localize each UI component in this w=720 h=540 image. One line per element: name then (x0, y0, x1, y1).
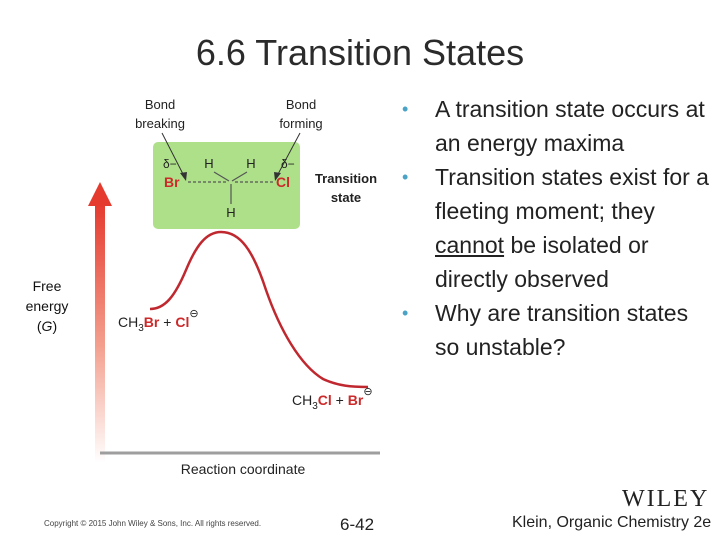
reactant-formula-a: CH (118, 314, 138, 330)
copyright-notice: Copyright © 2015 John Wiley & Sons, Inc.… (44, 519, 262, 528)
y-axis-label-line2: energy (25, 298, 69, 314)
publisher-logo: WILEY (622, 486, 710, 512)
bond-breaking-arrowhead (180, 172, 187, 181)
ts-cl-atom: Cl (276, 174, 290, 190)
bullet-dot-icon: • (402, 99, 409, 119)
x-axis-label: Reaction coordinate (181, 461, 306, 477)
bullet-text-tail: be isolated or directly observed (435, 232, 649, 292)
transition-state-label-2: state (331, 190, 361, 205)
ts-h-bottom: H (226, 205, 235, 220)
product-formula-b: Cl (318, 392, 332, 408)
product-ion: Br (348, 392, 364, 408)
slide-title: 6.6 Transition States (195, 32, 525, 73)
y-axis-label-line3: (G) (36, 318, 58, 334)
transition-state-label-1: Transition (315, 171, 377, 186)
reactant-ion: Cl (175, 314, 189, 330)
delta-minus-left: δ− (163, 157, 177, 171)
bond-forming-label-2: forming (279, 116, 322, 131)
bullet-text: Why are transition states so unstable? (435, 300, 689, 360)
bullet-underlined-word: cannot (435, 232, 505, 258)
bullet-dot-icon: • (402, 167, 409, 187)
product-plus: + (332, 392, 348, 408)
bullet-dot-icon: • (402, 303, 409, 323)
ts-h-left: H (204, 156, 213, 171)
y-axis-symbol: G (41, 318, 53, 334)
product-charge: ⊖ (363, 386, 372, 398)
product-formula-a: CH (292, 392, 312, 408)
bullet-text: A transition state occurs at an energy m… (435, 96, 705, 156)
bullet-item: • Why are transition states so unstable? (400, 296, 718, 364)
bullet-item: • A transition state occurs at an energy … (400, 92, 718, 160)
ts-bond-h-left (213, 171, 230, 182)
y-axis-arrow-head (88, 182, 112, 206)
bond-forming-arrowhead (274, 172, 281, 181)
bond-forming-arrow (276, 132, 301, 177)
bullet-text: Transition states exist for a fleeting m… (435, 164, 709, 224)
ts-bond-h-right (231, 171, 248, 182)
reactants-label: CH3Br + Cl⊖ (118, 308, 199, 334)
bond-breaking-label-2: breaking (135, 116, 185, 131)
page-number: 6-42 (340, 515, 375, 534)
book-citation: Klein, Organic Chemistry 2e (512, 514, 712, 531)
ts-br-atom: Br (164, 174, 180, 190)
y-axis-label-line1: Free (32, 278, 62, 294)
reactant-formula-sub: 3 (138, 323, 144, 334)
bullet-item: • Transition states exist for a fleeting … (400, 160, 718, 296)
y-axis-label: Free energy (G) (14, 276, 80, 336)
delta-minus-right: δ− (281, 157, 295, 171)
bond-breaking-label-1: Bond (145, 97, 175, 112)
reactant-formula-b: Br (144, 314, 160, 330)
transition-state-box (153, 142, 300, 229)
product-formula-sub: 3 (312, 401, 318, 412)
reactant-plus: + (159, 314, 175, 330)
bullet-list: • A transition state occurs at an energy … (400, 92, 718, 364)
ts-h-right: H (246, 156, 255, 171)
products-label: CH3Cl + Br⊖ (292, 386, 373, 412)
y-axis-arrow-shaft (95, 205, 105, 463)
reactant-charge: ⊖ (189, 308, 198, 320)
bond-breaking-arrow (161, 132, 185, 177)
energy-curve (149, 230, 369, 389)
bond-forming-label-1: Bond (286, 97, 316, 112)
